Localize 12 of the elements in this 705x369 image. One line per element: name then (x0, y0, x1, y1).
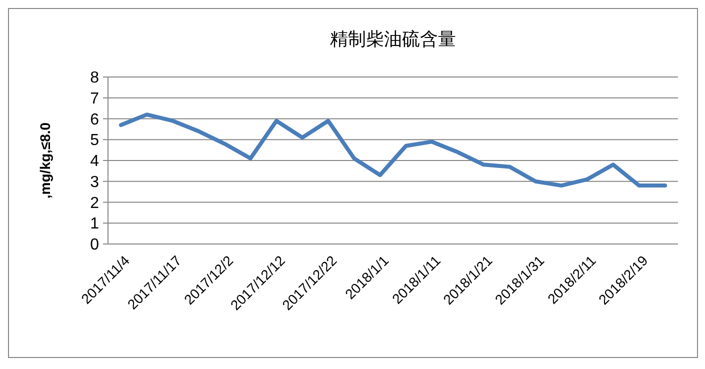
y-axis-title: ,mg/kg,≤8.0 (37, 122, 53, 199)
y-tick-label: 8 (90, 70, 100, 87)
y-tick-label: 6 (90, 111, 100, 128)
y-tick-label: 2 (90, 194, 100, 212)
y-tick-label: 5 (90, 132, 100, 150)
y-tick-label: 0 (90, 236, 100, 254)
y-tick-label: 7 (90, 90, 100, 108)
chart-title: 精制柴油硫含量 (330, 29, 456, 49)
line-series (118, 112, 668, 188)
y-tick-label: 1 (90, 216, 100, 233)
y-tick-label: 3 (90, 174, 100, 191)
y-tick-label: 4 (90, 153, 100, 170)
